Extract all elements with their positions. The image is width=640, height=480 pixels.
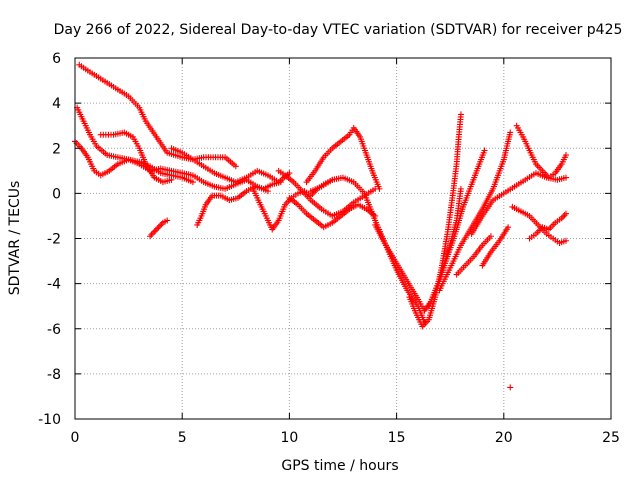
series-track-1 xyxy=(76,61,239,170)
grid-layer xyxy=(75,58,611,419)
data-point xyxy=(232,163,239,170)
series-track-18 xyxy=(479,224,512,269)
data-point xyxy=(164,217,171,224)
data-point xyxy=(168,176,175,183)
data-point xyxy=(277,179,284,186)
series-track-22 xyxy=(526,210,569,242)
data-point xyxy=(562,210,569,217)
data-point xyxy=(562,174,569,181)
x-tick-label: 10 xyxy=(280,430,298,446)
data-point xyxy=(505,224,512,231)
y-tick-label: -4 xyxy=(47,277,61,293)
data-point xyxy=(562,152,569,159)
x-tick-label: 15 xyxy=(388,430,406,446)
x-tick-label: 5 xyxy=(178,430,187,446)
x-axis-label: GPS time / hours xyxy=(281,458,398,474)
data-point xyxy=(376,185,383,192)
data-point xyxy=(189,179,196,186)
y-tick-label: 6 xyxy=(52,51,61,67)
marker-layer xyxy=(72,61,569,391)
data-point xyxy=(487,233,494,240)
y-tick-label: -2 xyxy=(47,232,61,248)
y-tick-label: 0 xyxy=(52,186,61,202)
x-tick-label: 25 xyxy=(602,430,620,446)
x-tick-label: 20 xyxy=(495,430,513,446)
series-track-4 xyxy=(97,129,175,186)
series-track-20 xyxy=(513,122,569,181)
y-tick-label: 4 xyxy=(52,96,61,112)
series-track-17 xyxy=(453,233,494,278)
data-point xyxy=(562,237,569,244)
tick-layer: 0 5 10 15 20 25 -10 -8 -6 -4 -2 0 2 4 6 xyxy=(38,51,620,446)
y-tick-label: -8 xyxy=(47,367,61,383)
x-tick-label: 0 xyxy=(71,430,80,446)
data-point xyxy=(457,185,464,192)
data-point xyxy=(286,170,293,177)
data-point xyxy=(457,111,464,118)
series-track-19 xyxy=(468,170,569,237)
y-tick-label: 2 xyxy=(52,141,61,157)
series-track-5 xyxy=(147,217,171,240)
series-track-11 xyxy=(303,124,383,192)
series-track-23 xyxy=(507,384,514,391)
data-point xyxy=(507,384,514,391)
y-tick-label: -6 xyxy=(47,322,61,338)
chart-title: Day 266 of 2022, Sidereal Day-to-day VTE… xyxy=(54,22,623,38)
data-point xyxy=(507,129,514,136)
data-point xyxy=(481,147,488,154)
y-tick-label: -10 xyxy=(38,412,61,428)
series-track-15 xyxy=(425,147,488,310)
series-track-7 xyxy=(194,179,284,228)
y-axis-label: SDTVAR / TECUs xyxy=(7,181,23,296)
